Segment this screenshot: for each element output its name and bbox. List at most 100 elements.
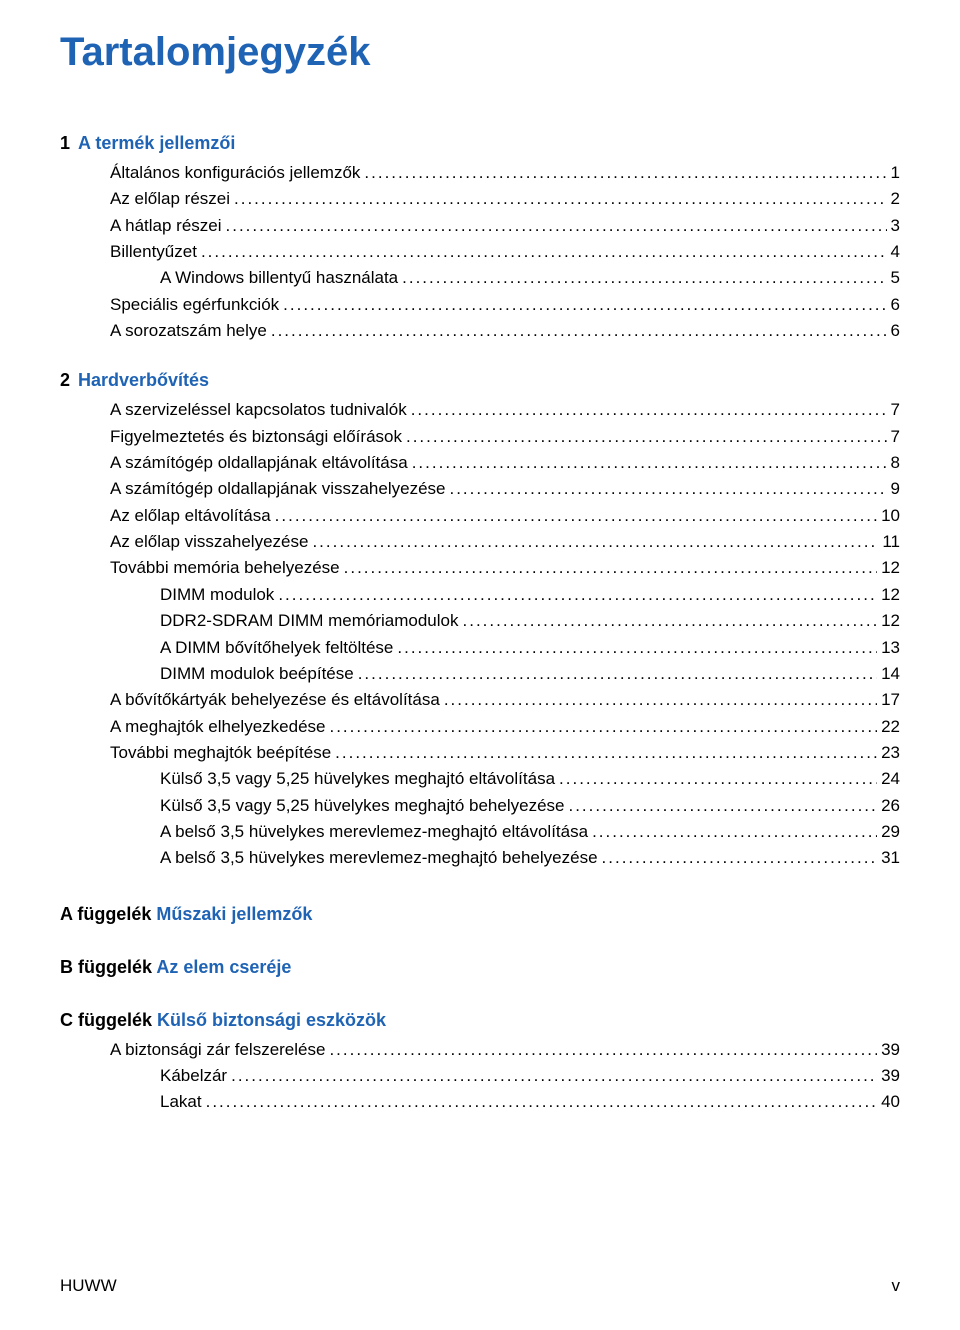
toc-leader — [358, 661, 877, 687]
appendix-label: B függelék — [60, 957, 156, 977]
toc-entry[interactable]: A sorozatszám helye 6 — [60, 318, 900, 344]
toc-entry[interactable]: Az előlap eltávolítása 10 — [60, 503, 900, 529]
toc-section: 2Hardverbővítés A szervizeléssel kapcsola… — [60, 370, 900, 871]
toc-entry-text: DIMM modulok beépítése — [160, 661, 354, 687]
footer-left: HUWW — [60, 1276, 117, 1296]
toc-entry[interactable]: DIMM modulok beépítése 14 — [60, 661, 900, 687]
toc-entry-text: A biztonsági zár felszerelése — [110, 1037, 325, 1063]
toc-leader — [201, 239, 887, 265]
toc-entry-page: 17 — [881, 687, 900, 713]
toc-leader — [411, 397, 887, 423]
section-heading[interactable]: 1 A termék jellemzői — [60, 133, 900, 154]
toc-leader — [444, 687, 877, 713]
toc-entry[interactable]: További meghajtók beépítése 23 — [60, 740, 900, 766]
toc-entry-text: A számítógép oldallapjának visszahelyezé… — [110, 476, 445, 502]
toc-entry-text: A Windows billentyű használata — [160, 265, 398, 291]
toc-entry[interactable]: A belső 3,5 hüvelykes merevlemez-meghajt… — [60, 819, 900, 845]
toc-entry-page: 24 — [881, 766, 900, 792]
toc-entry[interactable]: A hátlap részei 3 — [60, 213, 900, 239]
section-number: 1 — [60, 133, 70, 154]
toc-leader — [592, 819, 877, 845]
toc-entry[interactable]: További memória behelyezése 12 — [60, 555, 900, 581]
toc-entry-page: 1 — [891, 160, 900, 186]
toc-entry-page: 31 — [881, 845, 900, 871]
toc-entry-text: A belső 3,5 hüvelykes merevlemez-meghajt… — [160, 845, 598, 871]
toc-entry-page: 10 — [881, 503, 900, 529]
toc-entry-page: 3 — [891, 213, 900, 239]
toc-leader — [234, 186, 887, 212]
toc-entry[interactable]: Külső 3,5 vagy 5,25 hüvelykes meghajtó e… — [60, 766, 900, 792]
toc-entry-text: Lakat — [160, 1089, 202, 1115]
toc-entry[interactable]: A számítógép oldallapjának eltávolítása … — [60, 450, 900, 476]
toc-leader — [463, 608, 878, 634]
toc-entry-text: DDR2-SDRAM DIMM memóriamodulok — [160, 608, 459, 634]
toc-leader — [412, 450, 887, 476]
toc-entry-text: A meghajtók elhelyezkedése — [110, 714, 325, 740]
toc-leader — [449, 476, 886, 502]
toc-entry-page: 5 — [891, 265, 900, 291]
toc-entry-text: Speciális egérfunkciók — [110, 292, 279, 318]
toc-leader — [226, 213, 887, 239]
toc-leader — [275, 503, 877, 529]
toc-leader — [602, 845, 878, 871]
toc-entry[interactable]: Lakat 40 — [60, 1089, 900, 1115]
toc-leader — [364, 160, 886, 186]
toc-entry-page: 40 — [881, 1089, 900, 1115]
toc-leader — [271, 318, 887, 344]
toc-entry-page: 12 — [881, 608, 900, 634]
toc-entry-page: 6 — [891, 292, 900, 318]
toc-entry-text: Az előlap visszahelyezése — [110, 529, 308, 555]
toc-entry[interactable]: Kábelzár 39 — [60, 1063, 900, 1089]
toc-entry-text: DIMM modulok — [160, 582, 274, 608]
toc-entry[interactable]: A bővítőkártyák behelyezése és eltávolít… — [60, 687, 900, 713]
toc-entry-page: 13 — [881, 635, 900, 661]
toc-leader — [559, 766, 877, 792]
section-heading[interactable]: 2Hardverbővítés — [60, 370, 900, 391]
appendix-heading[interactable]: B függelék Az elem cseréje — [60, 957, 900, 978]
toc-entry[interactable]: A szervizeléssel kapcsolatos tudnivalók … — [60, 397, 900, 423]
toc-leader — [329, 714, 877, 740]
toc-entry[interactable]: Külső 3,5 vagy 5,25 hüvelykes meghajtó b… — [60, 793, 900, 819]
toc-entry[interactable]: A DIMM bővítőhelyek feltöltése 13 — [60, 635, 900, 661]
toc-entry[interactable]: Billentyűzet 4 — [60, 239, 900, 265]
appendix-heading-text: Az elem cseréje — [156, 957, 291, 977]
toc-entry[interactable]: A Windows billentyű használata 5 — [60, 265, 900, 291]
toc-entry[interactable]: Az előlap visszahelyezése 11 — [60, 529, 900, 555]
toc-entry-page: 39 — [881, 1037, 900, 1063]
toc-leader — [402, 265, 886, 291]
toc-leader — [397, 635, 877, 661]
toc-leader — [329, 1037, 877, 1063]
toc-entry[interactable]: A biztonsági zár felszerelése 39 — [60, 1037, 900, 1063]
toc-entry-text: Kábelzár — [160, 1063, 227, 1089]
appendix-heading-text: Külső biztonsági eszközök — [157, 1010, 386, 1030]
toc-leader — [283, 292, 886, 318]
toc-entry[interactable]: A meghajtók elhelyezkedése 22 — [60, 714, 900, 740]
toc-entry-text: A hátlap részei — [110, 213, 222, 239]
appendix-heading[interactable]: A függelék Műszaki jellemzők — [60, 904, 900, 925]
toc-entry-text: Külső 3,5 vagy 5,25 hüvelykes meghajtó b… — [160, 793, 564, 819]
toc-entry-text: A sorozatszám helye — [110, 318, 267, 344]
toc-entry-page: 22 — [881, 714, 900, 740]
section-heading-text: A termék jellemzői — [78, 133, 235, 154]
toc-entry[interactable]: DIMM modulok 12 — [60, 582, 900, 608]
appendix-heading[interactable]: C függelék Külső biztonsági eszközök — [60, 1010, 900, 1031]
toc-entry[interactable]: A számítógép oldallapjának visszahelyezé… — [60, 476, 900, 502]
toc-entry[interactable]: Általános konfigurációs jellemzők 1 — [60, 160, 900, 186]
toc-entry-page: 6 — [891, 318, 900, 344]
toc-entry-page: 26 — [881, 793, 900, 819]
toc-entry-text: A DIMM bővítőhelyek feltöltése — [160, 635, 393, 661]
toc-leader — [278, 582, 877, 608]
toc-entry[interactable]: Figyelmeztetés és biztonsági előírások 7 — [60, 424, 900, 450]
page-footer: HUWW v — [60, 1276, 900, 1296]
toc-entry[interactable]: DDR2-SDRAM DIMM memóriamodulok 12 — [60, 608, 900, 634]
toc-entry[interactable]: A belső 3,5 hüvelykes merevlemez-meghajt… — [60, 845, 900, 871]
footer-right: v — [892, 1276, 901, 1296]
toc-leader — [406, 424, 887, 450]
toc-leader — [312, 529, 878, 555]
appendix-label: A függelék — [60, 904, 156, 924]
toc-entry-text: Figyelmeztetés és biztonsági előírások — [110, 424, 402, 450]
toc-entry[interactable]: Speciális egérfunkciók 6 — [60, 292, 900, 318]
toc-entry-page: 12 — [881, 582, 900, 608]
toc-entry-page: 14 — [881, 661, 900, 687]
toc-entry[interactable]: Az előlap részei 2 — [60, 186, 900, 212]
